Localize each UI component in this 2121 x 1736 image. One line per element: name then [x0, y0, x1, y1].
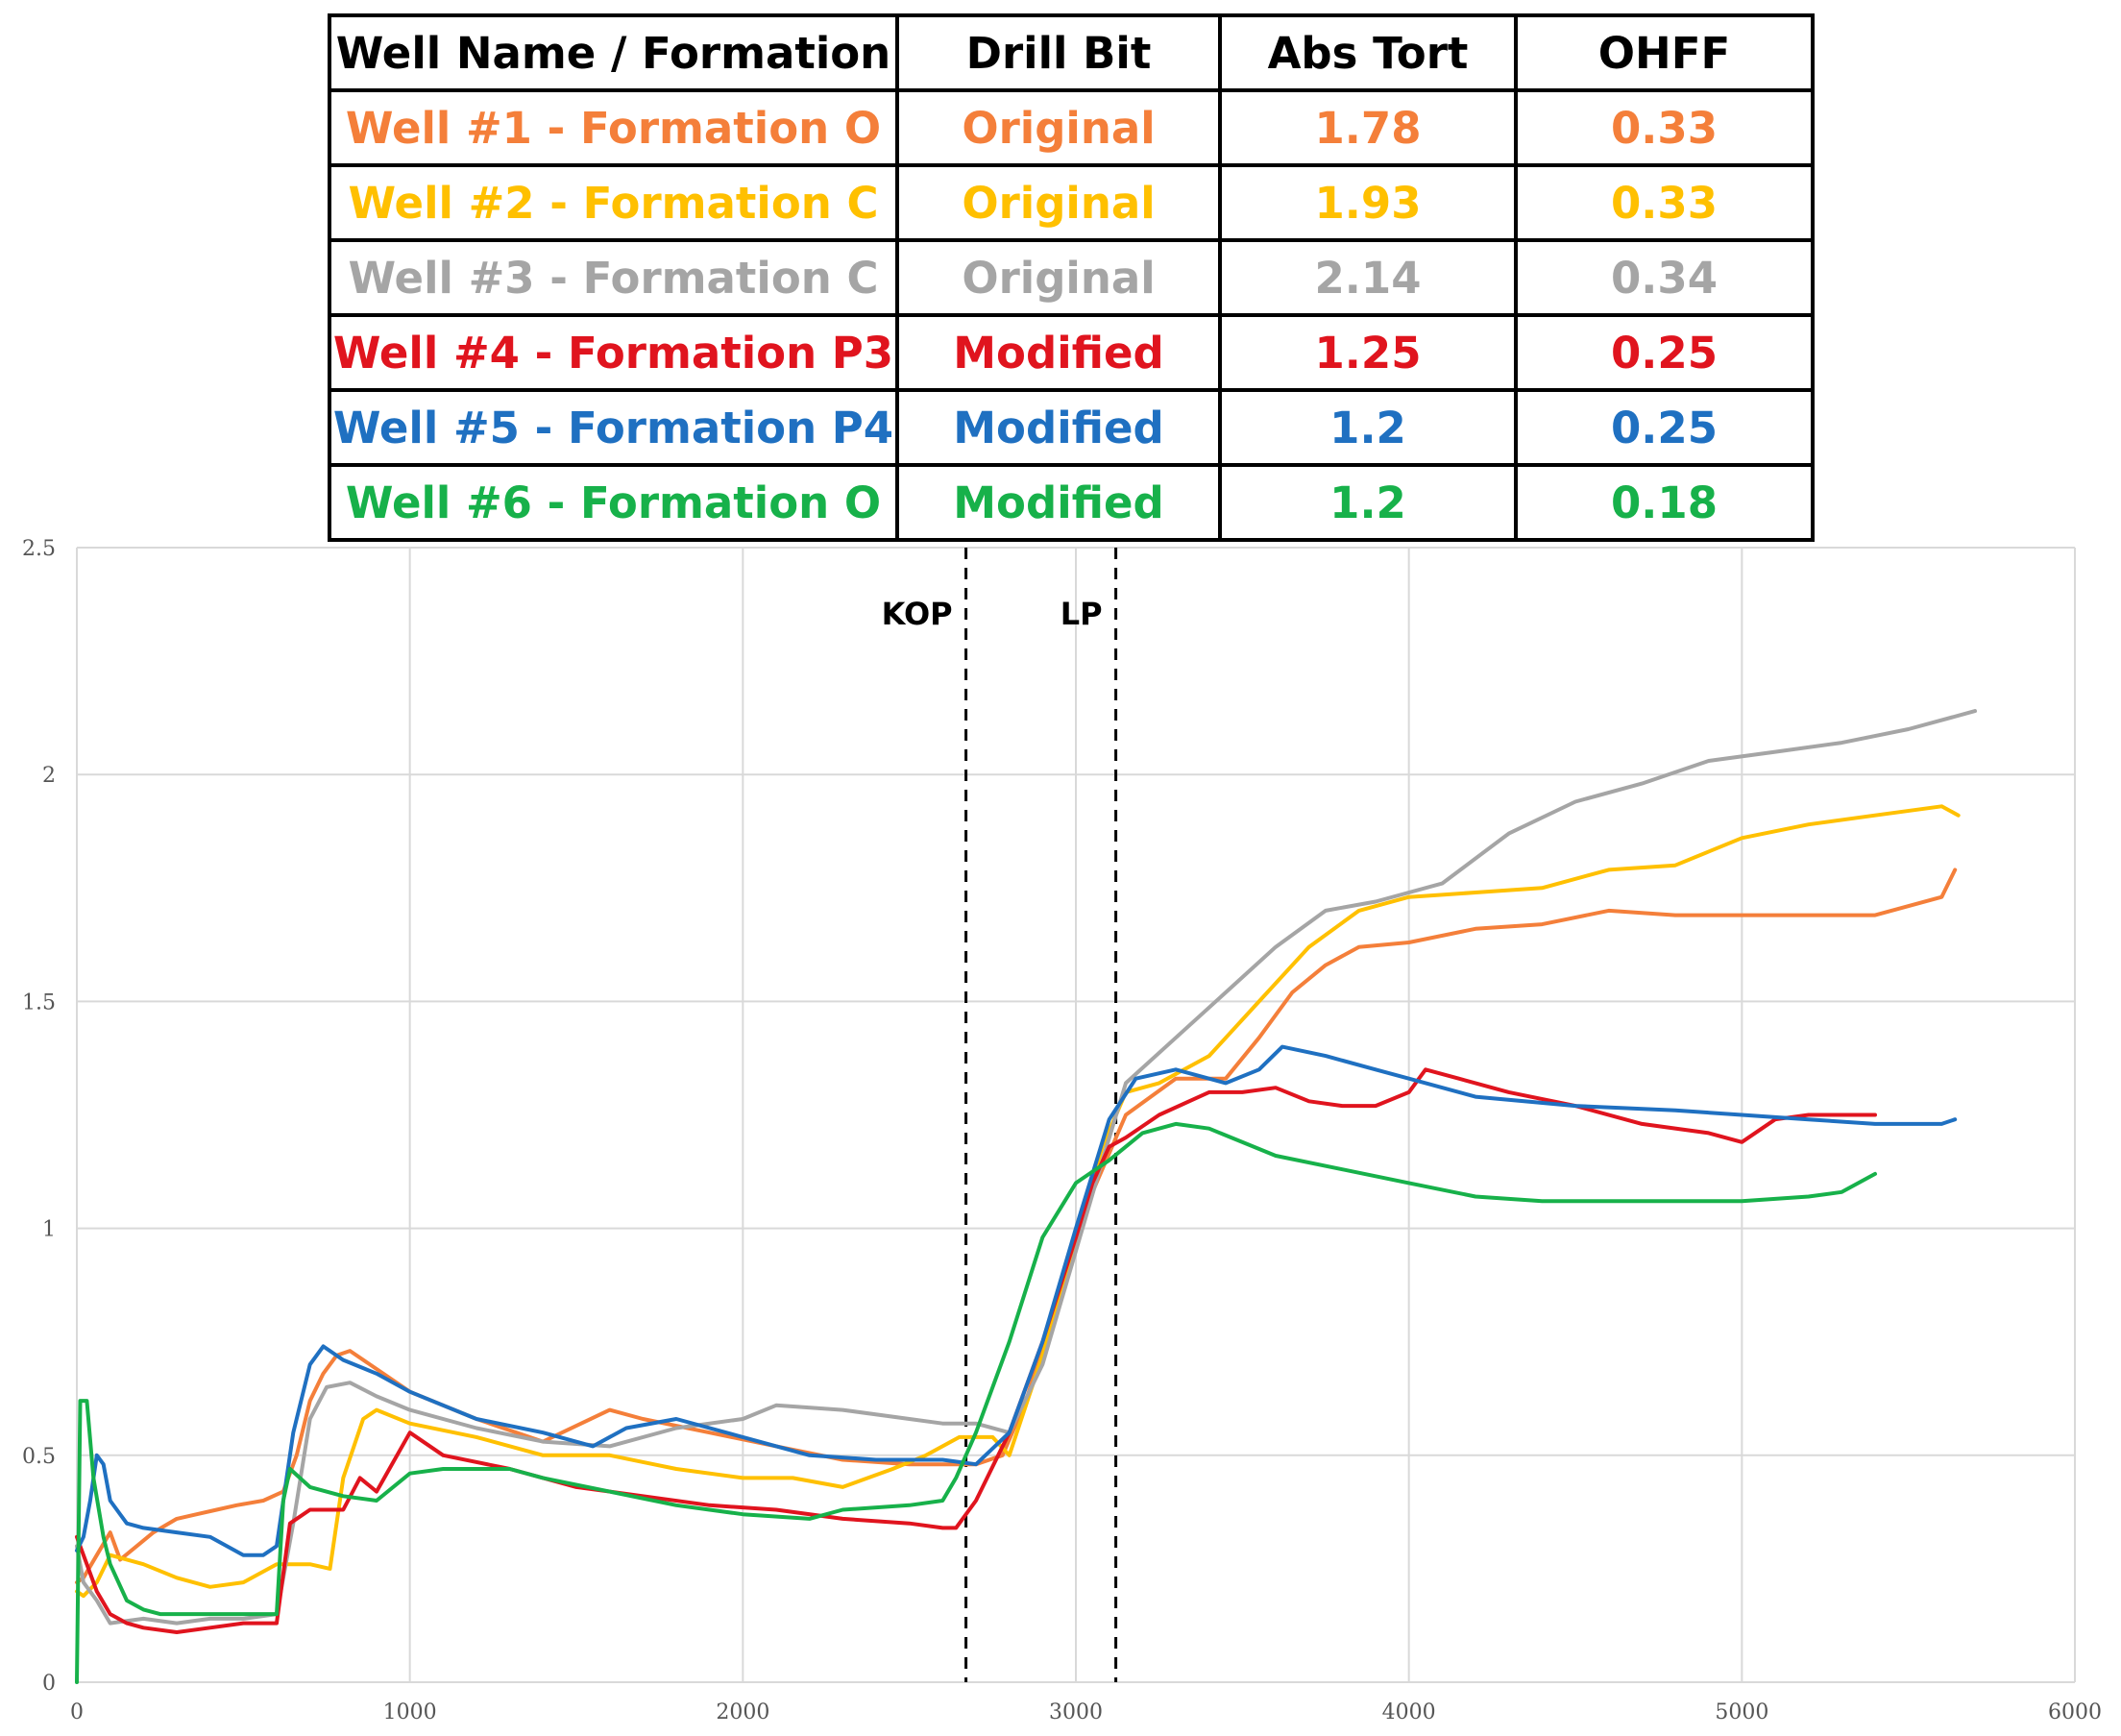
ohff-cell: 0.33	[1514, 163, 1815, 242]
y-tick-label: 2	[42, 764, 56, 788]
well-name-cell: Well #4 - Formation P3	[328, 313, 899, 392]
abs-tort-cell: 1.78	[1218, 88, 1518, 167]
legend-header-row: Well Name / Formation Drill Bit Abs Tort…	[328, 13, 1815, 92]
header-drill-bit: Drill Bit	[895, 13, 1222, 92]
drill-bit-cell: Modified	[895, 463, 1222, 542]
x-tick-label: 2000	[716, 1700, 769, 1724]
series-line-well-6	[75, 1121, 1877, 1684]
table-row: Well #6 - Formation O Modified 1.2 0.18	[328, 463, 1815, 542]
y-tick-label: 0	[42, 1672, 56, 1696]
drill-bit-cell: Original	[895, 238, 1222, 317]
x-tick-label: 0	[70, 1700, 84, 1724]
header-well-name: Well Name / Formation	[328, 13, 899, 92]
series-line-well-2	[75, 804, 1961, 1599]
series-line-well-3	[75, 709, 1977, 1626]
table-row: Well #2 - Formation C Original 1.93 0.33	[328, 163, 1815, 242]
axis-ticks: 0 1000 2000 3000 4000 5000 6000 0 0.5 1 1.5 2 2.5	[22, 537, 2102, 1724]
y-tick-label: 2.5	[22, 537, 56, 561]
table-row: Well #3 - Formation C Original 2.14 0.34	[328, 238, 1815, 317]
drill-bit-cell: Original	[895, 163, 1222, 242]
y-tick-label: 1	[42, 1218, 56, 1242]
series-line-well-5	[75, 1044, 1958, 1557]
header-ohff: OHFF	[1514, 13, 1815, 92]
well-name-cell: Well #2 - Formation C	[328, 163, 899, 242]
drill-bit-cell: Modified	[895, 313, 1222, 392]
well-name-cell: Well #3 - Formation C	[328, 238, 899, 317]
grid	[76, 547, 2076, 1683]
series-line-well-4	[75, 1067, 1877, 1634]
marker-label-lp: LP	[1060, 596, 1103, 632]
header-abs-tort: Abs Tort	[1218, 13, 1518, 92]
x-tick-label: 3000	[1049, 1700, 1103, 1724]
abs-tort-cell: 2.14	[1218, 238, 1518, 317]
table-row: Well #4 - Formation P3 Modified 1.25 0.2…	[328, 313, 1815, 392]
drill-bit-cell: Original	[895, 88, 1222, 167]
x-tick-label: 5000	[1715, 1700, 1768, 1724]
x-tick-label: 1000	[383, 1700, 437, 1724]
y-tick-label: 0.5	[22, 1445, 56, 1469]
x-tick-label: 6000	[2048, 1700, 2102, 1724]
ohff-cell: 0.33	[1514, 88, 1815, 167]
well-name-cell: Well #6 - Formation O	[328, 463, 899, 542]
depth-markers: KOP LP	[882, 548, 1118, 1682]
well-name-cell: Well #1 - Formation O	[328, 88, 899, 167]
table-row: Well #5 - Formation P4 Modified 1.2 0.25	[328, 388, 1815, 467]
ohff-cell: 0.25	[1514, 313, 1815, 392]
y-tick-label: 1.5	[22, 990, 56, 1015]
table-row: Well #1 - Formation O Original 1.78 0.33	[328, 88, 1815, 167]
ohff-cell: 0.34	[1514, 238, 1815, 317]
drill-bit-cell: Modified	[895, 388, 1222, 467]
ohff-cell: 0.25	[1514, 388, 1815, 467]
abs-tort-cell: 1.93	[1218, 163, 1518, 242]
series-lines	[75, 709, 1977, 1684]
series-line-well-1	[75, 868, 1958, 1585]
well-name-cell: Well #5 - Formation P4	[328, 388, 899, 467]
x-tick-label: 4000	[1382, 1700, 1436, 1724]
marker-label-kop: KOP	[882, 596, 953, 632]
abs-tort-cell: 1.2	[1218, 463, 1518, 542]
abs-tort-cell: 1.25	[1218, 313, 1518, 392]
abs-tort-cell: 1.2	[1218, 388, 1518, 467]
legend-table: Well Name / Formation Drill Bit Abs Tort…	[328, 13, 1815, 542]
tortuosity-chart: 0 1000 2000 3000 4000 5000 6000 0 0.5 1 1.5 2 2.5 KO…	[22, 537, 2102, 1724]
ohff-cell: 0.18	[1514, 463, 1815, 542]
